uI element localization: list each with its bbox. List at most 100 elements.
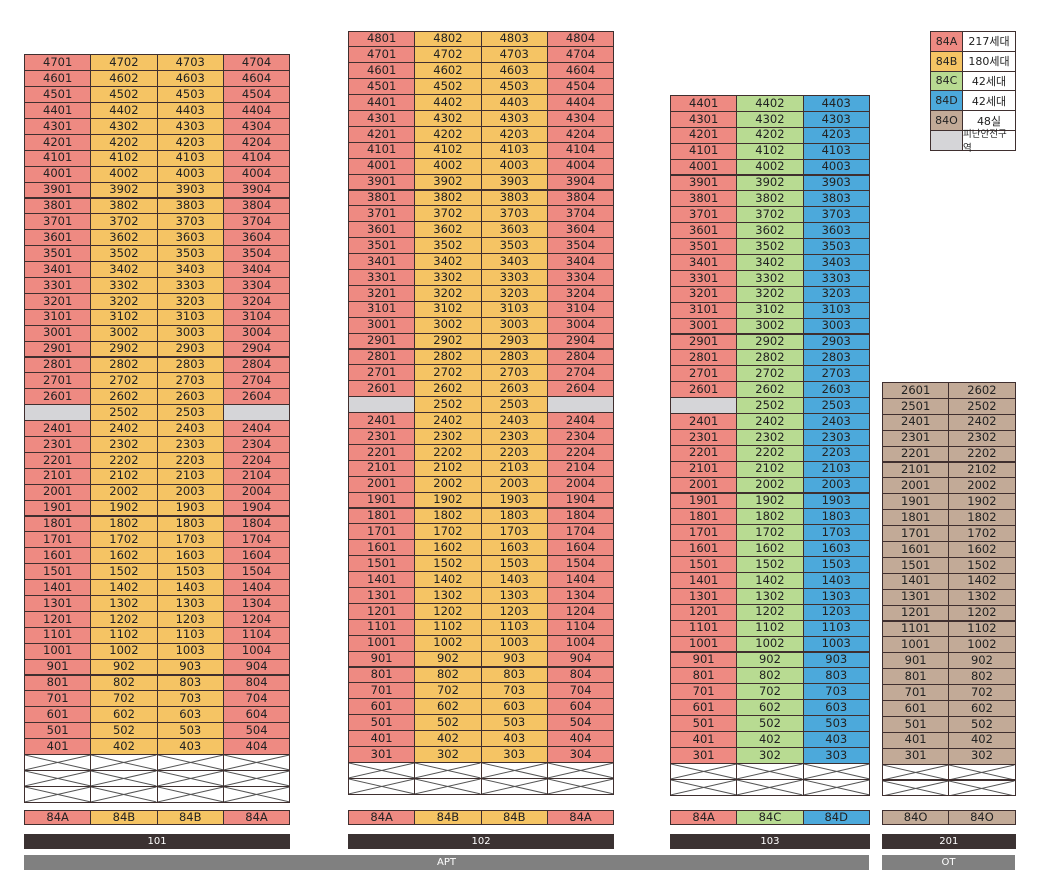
unit-cell[interactable]: 2902 bbox=[90, 340, 158, 358]
unit-cell[interactable]: 4203 bbox=[802, 126, 870, 144]
unit-cell[interactable]: 1301 bbox=[670, 587, 738, 605]
unit-cell[interactable]: 4603 bbox=[156, 70, 224, 88]
unit-cell[interactable]: 4601 bbox=[24, 70, 92, 88]
unit-cell[interactable]: 3003 bbox=[156, 324, 224, 342]
unit-cell[interactable]: 3402 bbox=[414, 253, 482, 270]
unit-cell[interactable]: 3202 bbox=[736, 285, 804, 303]
unit-cell[interactable]: 3303 bbox=[802, 269, 870, 287]
unit-cell[interactable]: 2802 bbox=[90, 356, 158, 374]
unit-cell[interactable]: 2403 bbox=[480, 412, 548, 429]
unit-cell[interactable]: 1401 bbox=[24, 579, 92, 596]
unit-cell[interactable]: 1401 bbox=[348, 571, 416, 588]
unit-cell[interactable]: 1802 bbox=[414, 507, 482, 525]
unit-cell[interactable]: 1803 bbox=[802, 508, 870, 526]
unit-cell[interactable]: 2302 bbox=[736, 428, 804, 446]
unit-cell[interactable]: 3401 bbox=[348, 253, 416, 270]
unit-cell[interactable]: 2104 bbox=[222, 467, 291, 485]
unit-cell[interactable]: 3402 bbox=[736, 254, 804, 271]
unit-cell[interactable]: 1701 bbox=[882, 525, 950, 542]
unit-cell[interactable]: 2101 bbox=[882, 461, 950, 479]
unit-cell[interactable]: 404 bbox=[546, 730, 615, 747]
unit-cell[interactable]: 303 bbox=[802, 746, 870, 764]
unit-cell[interactable]: 2501 bbox=[882, 397, 950, 415]
unit-cell[interactable]: 3802 bbox=[414, 189, 482, 207]
unit-cell[interactable]: 1402 bbox=[90, 579, 158, 596]
unit-cell[interactable]: 2301 bbox=[670, 428, 738, 446]
unit-cell[interactable]: 1204 bbox=[222, 610, 291, 628]
unit-cell[interactable]: 1102 bbox=[736, 619, 804, 637]
unit-cell[interactable]: 2104 bbox=[546, 459, 615, 477]
unit-cell[interactable]: 4204 bbox=[222, 133, 291, 151]
unit-cell[interactable]: 704 bbox=[222, 690, 291, 708]
unit-cell[interactable]: 4802 bbox=[414, 30, 482, 48]
unit-cell[interactable]: 4102 bbox=[414, 141, 482, 159]
unit-cell[interactable]: 403 bbox=[480, 730, 548, 747]
unit-cell[interactable]: 2302 bbox=[90, 436, 158, 453]
unit-cell[interactable]: 4701 bbox=[24, 54, 92, 72]
unit-cell[interactable]: 2004 bbox=[222, 483, 291, 501]
unit-cell[interactable]: 2604 bbox=[222, 388, 291, 406]
unit-cell[interactable]: 3601 bbox=[24, 229, 92, 247]
unit-cell[interactable]: 1901 bbox=[24, 499, 92, 517]
unit-cell[interactable]: 1703 bbox=[480, 523, 548, 541]
unit-cell[interactable]: 3702 bbox=[414, 205, 482, 223]
unit-cell[interactable]: 2603 bbox=[802, 381, 870, 399]
unit-cell[interactable]: 1802 bbox=[90, 515, 158, 533]
unit-cell[interactable]: 1102 bbox=[414, 618, 482, 636]
unit-cell[interactable]: 301 bbox=[882, 747, 950, 765]
unit-cell[interactable]: 2202 bbox=[414, 443, 482, 461]
unit-cell[interactable]: 3703 bbox=[802, 206, 870, 224]
unit-cell[interactable]: 1102 bbox=[90, 626, 158, 644]
unit-cell[interactable]: 2804 bbox=[222, 356, 291, 374]
unit-cell[interactable]: 4101 bbox=[348, 141, 416, 159]
unit-cell[interactable]: 2601 bbox=[670, 381, 738, 399]
unit-cell[interactable]: 803 bbox=[802, 667, 870, 685]
unit-cell[interactable]: 3903 bbox=[802, 174, 870, 192]
unit-cell[interactable]: 2101 bbox=[24, 467, 92, 485]
unit-cell[interactable]: 2702 bbox=[90, 372, 158, 390]
unit-cell[interactable]: 2901 bbox=[670, 333, 738, 351]
unit-cell[interactable]: 1702 bbox=[948, 525, 1016, 542]
unit-cell[interactable]: 2303 bbox=[480, 428, 548, 445]
unit-cell[interactable]: 2402 bbox=[414, 412, 482, 429]
unit-cell[interactable]: 2701 bbox=[670, 365, 738, 383]
unit-cell[interactable]: 4301 bbox=[348, 110, 416, 127]
unit-cell[interactable]: 2401 bbox=[882, 413, 950, 431]
unit-cell[interactable]: 3803 bbox=[802, 190, 870, 208]
unit-cell[interactable]: 4401 bbox=[348, 94, 416, 111]
unit-cell[interactable]: 2502 bbox=[90, 404, 158, 422]
unit-cell[interactable]: 3304 bbox=[546, 269, 615, 286]
unit-cell[interactable]: 4301 bbox=[24, 118, 92, 135]
unit-cell[interactable]: 4404 bbox=[222, 102, 291, 119]
unit-cell[interactable]: 2902 bbox=[414, 332, 482, 350]
unit-cell[interactable]: 1501 bbox=[348, 555, 416, 573]
unit-cell[interactable]: 3302 bbox=[414, 269, 482, 286]
unit-cell[interactable]: 3901 bbox=[348, 173, 416, 191]
unit-cell[interactable]: 1904 bbox=[546, 491, 615, 509]
unit-cell[interactable]: 2903 bbox=[802, 333, 870, 351]
unit-cell[interactable]: 1402 bbox=[736, 572, 804, 589]
unit-cell[interactable]: 3501 bbox=[348, 237, 416, 255]
unit-cell[interactable]: 2004 bbox=[546, 475, 615, 493]
unit-cell[interactable]: 4304 bbox=[222, 118, 291, 135]
unit-cell[interactable]: 602 bbox=[736, 699, 804, 717]
unit-cell[interactable]: 4504 bbox=[222, 86, 291, 104]
unit-cell[interactable]: 4004 bbox=[546, 157, 615, 175]
unit-cell[interactable]: 2801 bbox=[348, 348, 416, 366]
unit-cell[interactable]: 1801 bbox=[348, 507, 416, 525]
unit-cell[interactable]: 2401 bbox=[348, 412, 416, 429]
unit-cell[interactable]: 3203 bbox=[156, 292, 224, 310]
unit-cell[interactable]: 3401 bbox=[24, 261, 92, 278]
unit-cell[interactable]: 904 bbox=[222, 658, 291, 676]
unit-cell[interactable]: 1203 bbox=[156, 610, 224, 628]
unit-cell[interactable]: 2404 bbox=[546, 412, 615, 429]
unit-cell[interactable]: 1303 bbox=[480, 587, 548, 604]
unit-cell[interactable]: 504 bbox=[222, 722, 291, 740]
unit-cell[interactable]: 2603 bbox=[156, 388, 224, 406]
unit-cell[interactable]: 2302 bbox=[948, 429, 1016, 447]
unit-cell[interactable]: 1002 bbox=[90, 642, 158, 660]
unit-cell[interactable]: 1202 bbox=[90, 610, 158, 628]
unit-cell[interactable]: 1604 bbox=[546, 539, 615, 557]
unit-cell[interactable]: 503 bbox=[156, 722, 224, 740]
unit-cell[interactable]: 404 bbox=[222, 738, 291, 755]
